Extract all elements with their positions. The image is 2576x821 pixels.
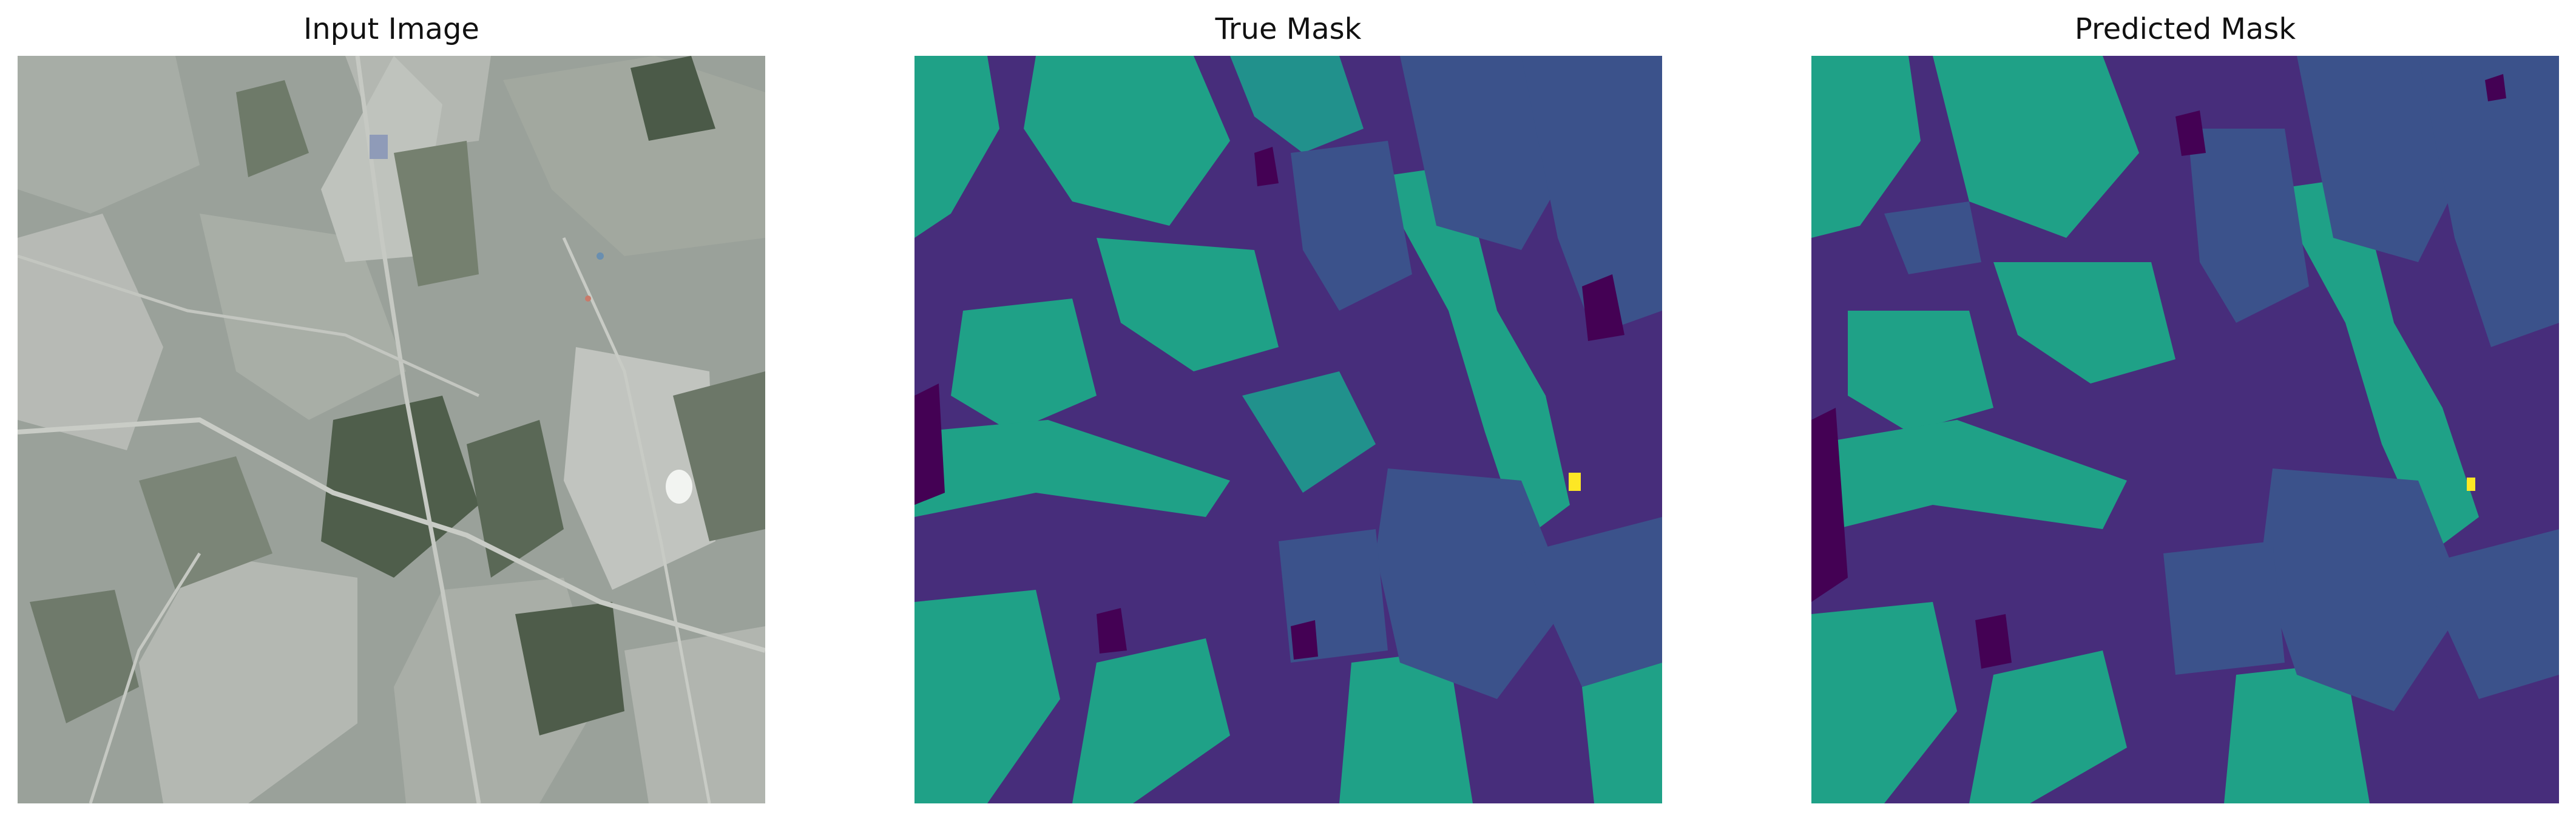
- panel-true-mask: True Mask: [914, 0, 1662, 821]
- panel-title: Predicted Mask: [2074, 12, 2296, 46]
- panel-predicted-mask: Predicted Mask: [1811, 0, 2559, 821]
- true-mask-image: [914, 56, 1662, 803]
- true-mask-segmentation: [914, 56, 1662, 803]
- aerial-photo: [18, 56, 765, 803]
- predicted-mask-segmentation: [1811, 56, 2559, 803]
- panel-title: Input Image: [303, 12, 479, 46]
- predicted-mask-image: [1811, 56, 2559, 803]
- panel-title: True Mask: [1215, 12, 1362, 46]
- input-image: [18, 56, 765, 803]
- panel-input-image: Input Image: [18, 0, 765, 821]
